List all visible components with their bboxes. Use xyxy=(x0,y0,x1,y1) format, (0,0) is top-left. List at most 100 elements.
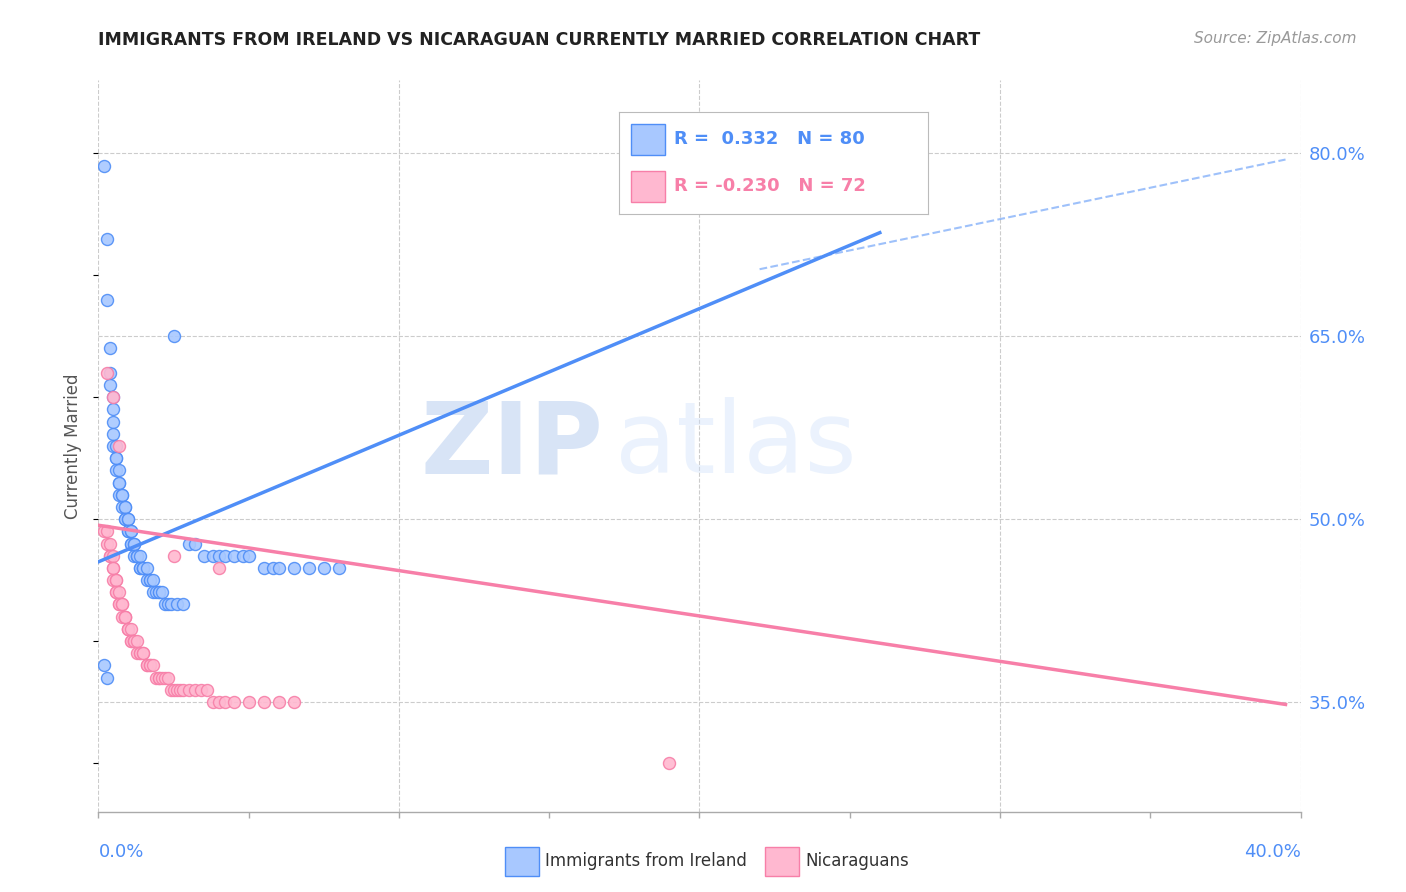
Point xyxy=(121,634,143,648)
Point xyxy=(117,622,139,636)
Point xyxy=(111,488,134,502)
Point xyxy=(105,573,128,587)
Point xyxy=(172,682,194,697)
Point xyxy=(100,536,122,550)
Point xyxy=(108,488,131,502)
Bar xyxy=(631,171,665,202)
Point xyxy=(208,549,231,563)
Point xyxy=(100,366,122,380)
Point xyxy=(127,549,149,563)
Point xyxy=(135,561,157,575)
Point xyxy=(195,682,218,697)
Point xyxy=(328,561,350,575)
Point xyxy=(132,561,155,575)
Point xyxy=(283,561,305,575)
Point xyxy=(138,658,160,673)
Point xyxy=(96,293,118,307)
Point xyxy=(201,695,224,709)
Point xyxy=(105,573,128,587)
Point xyxy=(177,682,200,697)
Point xyxy=(93,159,115,173)
Point xyxy=(153,598,176,612)
Point xyxy=(108,475,131,490)
Point xyxy=(114,512,136,526)
Point xyxy=(132,561,155,575)
Text: Source: ZipAtlas.com: Source: ZipAtlas.com xyxy=(1194,31,1357,46)
Point xyxy=(117,524,139,539)
Point xyxy=(172,598,194,612)
Point xyxy=(214,549,236,563)
Point xyxy=(96,366,118,380)
Point xyxy=(156,598,179,612)
Point xyxy=(117,512,139,526)
Point xyxy=(114,500,136,514)
Point xyxy=(166,682,188,697)
Point xyxy=(138,658,160,673)
Point xyxy=(100,342,122,356)
Point xyxy=(105,439,128,453)
Y-axis label: Currently Married: Currently Married xyxy=(65,373,83,519)
Bar xyxy=(765,847,799,876)
Point xyxy=(238,549,260,563)
Point xyxy=(103,402,125,417)
Point xyxy=(208,561,231,575)
Point xyxy=(114,500,136,514)
Point xyxy=(150,671,173,685)
Point xyxy=(132,646,155,660)
Point xyxy=(111,500,134,514)
Point xyxy=(96,671,118,685)
Point xyxy=(93,524,115,539)
Point xyxy=(138,573,160,587)
Point xyxy=(105,585,128,599)
Point xyxy=(159,682,181,697)
Point xyxy=(145,585,167,599)
Point xyxy=(103,549,125,563)
Point xyxy=(190,682,212,697)
Point xyxy=(114,512,136,526)
Point xyxy=(177,536,200,550)
Text: atlas: atlas xyxy=(616,398,858,494)
Point xyxy=(121,634,143,648)
Point xyxy=(108,585,131,599)
Text: Immigrants from Ireland: Immigrants from Ireland xyxy=(546,852,747,870)
Point xyxy=(121,524,143,539)
Point xyxy=(121,536,143,550)
Point xyxy=(127,549,149,563)
Point xyxy=(129,561,152,575)
Point xyxy=(193,549,215,563)
Point xyxy=(103,415,125,429)
Point xyxy=(111,609,134,624)
Point xyxy=(658,756,681,770)
Point xyxy=(124,634,146,648)
Point xyxy=(121,622,143,636)
Point xyxy=(238,695,260,709)
Text: 40.0%: 40.0% xyxy=(1244,843,1301,861)
Point xyxy=(114,609,136,624)
Point xyxy=(127,549,149,563)
Point xyxy=(267,561,290,575)
Point xyxy=(253,695,276,709)
Point xyxy=(111,598,134,612)
Point xyxy=(166,598,188,612)
Point xyxy=(312,561,335,575)
Point xyxy=(183,536,205,550)
Point xyxy=(100,549,122,563)
Point xyxy=(93,658,115,673)
Point xyxy=(141,585,163,599)
Point xyxy=(135,658,157,673)
Point xyxy=(153,671,176,685)
Text: 0.0%: 0.0% xyxy=(98,843,143,861)
Point xyxy=(201,549,224,563)
Point xyxy=(135,573,157,587)
Point xyxy=(108,598,131,612)
Point xyxy=(105,585,128,599)
Point xyxy=(111,488,134,502)
Point xyxy=(132,646,155,660)
Point xyxy=(141,573,163,587)
Point xyxy=(222,695,245,709)
Point xyxy=(135,658,157,673)
Point xyxy=(121,524,143,539)
Point xyxy=(111,598,134,612)
Point xyxy=(222,549,245,563)
Point xyxy=(162,682,184,697)
